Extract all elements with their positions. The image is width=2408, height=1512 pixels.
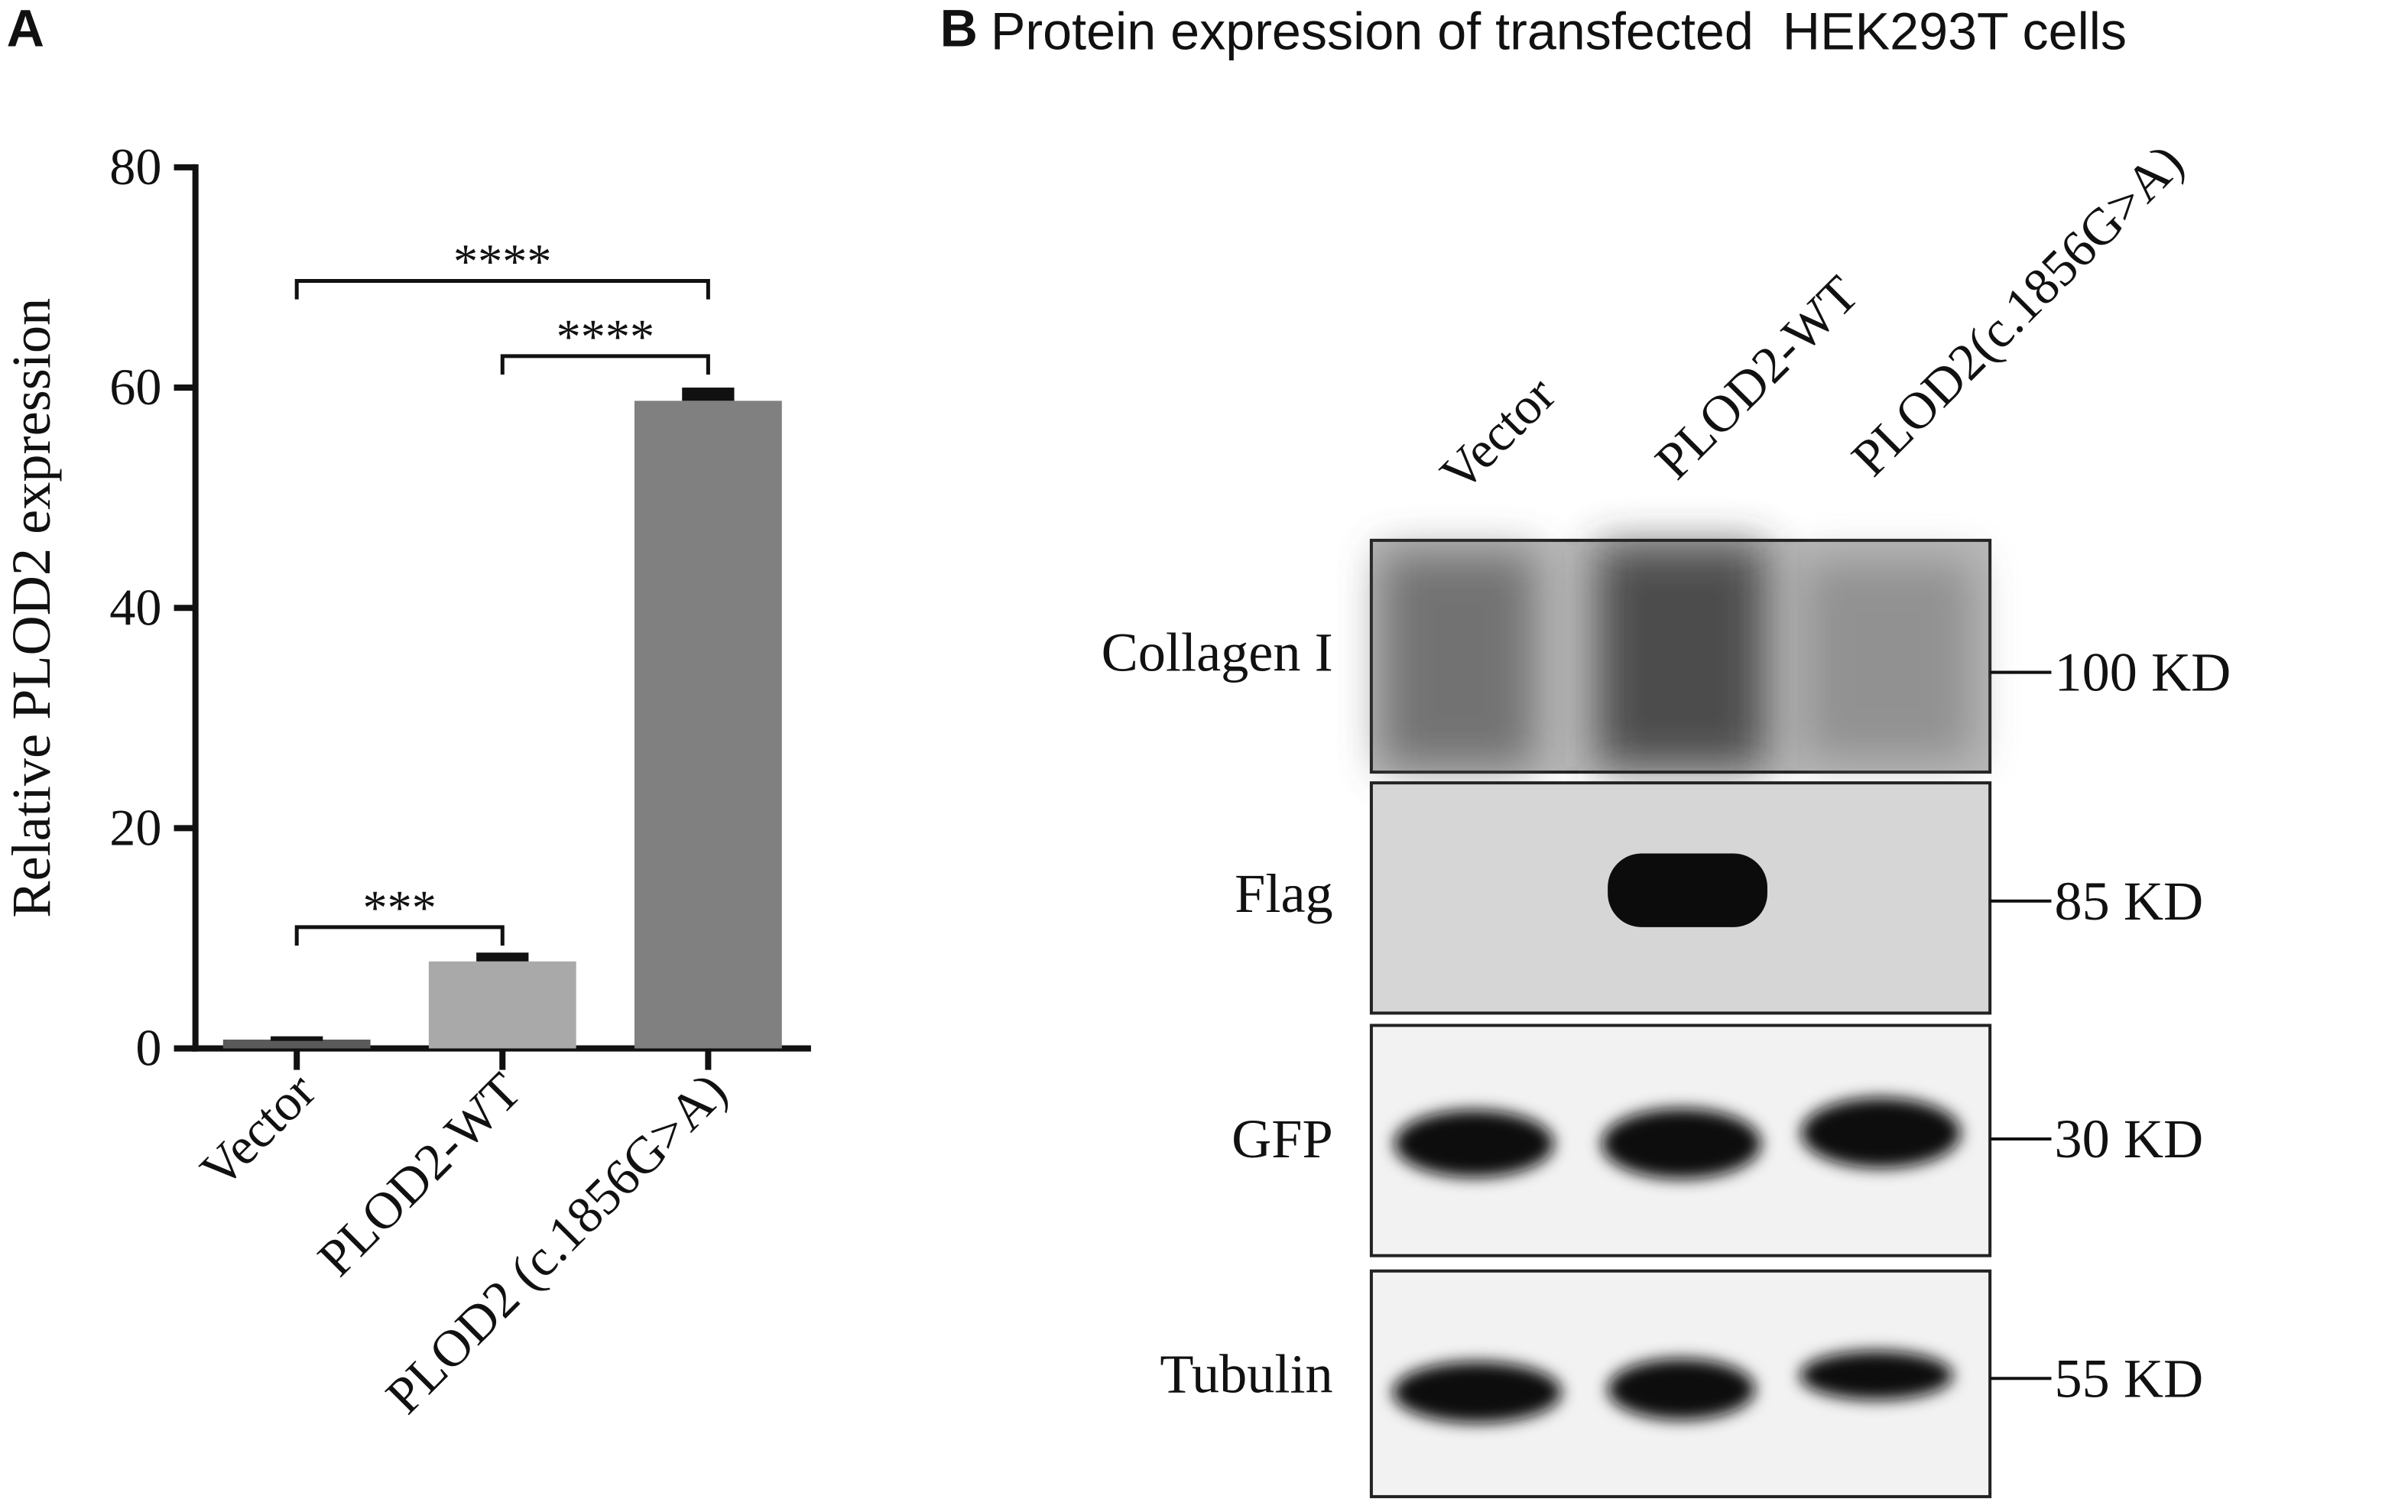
error-bar xyxy=(476,952,529,962)
x-tick-label: PLOD2 (c.1856G>A) xyxy=(375,1062,738,1425)
bracket xyxy=(294,925,505,946)
panel-label: A xyxy=(7,0,44,57)
band xyxy=(1602,1108,1761,1179)
lane-label: PLOD2-WT xyxy=(1644,264,1869,490)
error-bar xyxy=(271,1036,323,1041)
band xyxy=(1804,560,1974,761)
y-tick-label: 20 xyxy=(109,798,161,856)
y-tick-label: 60 xyxy=(109,358,161,416)
marker-size: 30 KD xyxy=(2054,1108,2203,1170)
marker-size: 85 KD xyxy=(2054,871,2203,932)
row-label: Tubulin xyxy=(1160,1343,1332,1404)
row-label: Collagen I xyxy=(1102,622,1333,683)
band xyxy=(1381,552,1536,768)
y-tick-label: 0 xyxy=(135,1019,161,1077)
panel-label: B xyxy=(940,0,978,57)
blot xyxy=(1369,538,1992,1498)
row-label: Flag xyxy=(1235,863,1333,924)
y-tick-label: 80 xyxy=(109,138,161,196)
lane-label: PLOD2(c.1856G>A) xyxy=(1840,133,2194,487)
y-tick-label: 40 xyxy=(109,578,161,636)
marker-size: 100 KD xyxy=(2054,642,2231,703)
significance: **** xyxy=(453,234,552,288)
x-tick-label: PLOD2-WT xyxy=(307,1062,532,1287)
significance: *** xyxy=(363,881,436,935)
bar xyxy=(222,1040,371,1049)
band xyxy=(1608,1358,1755,1420)
bar xyxy=(634,401,782,1049)
bar xyxy=(428,961,576,1049)
error-bar xyxy=(682,388,735,401)
significance: **** xyxy=(557,310,655,364)
bracket xyxy=(294,278,710,300)
band xyxy=(1800,1351,1953,1400)
bracket xyxy=(500,354,710,375)
x-tick-label: Vector xyxy=(189,1061,326,1199)
y-axis-label: Relative PLOD2 expression xyxy=(1,298,62,918)
band xyxy=(1392,1361,1562,1423)
marker-size: 55 KD xyxy=(2054,1348,2203,1409)
blot-title: Protein expression of transfected HEK293… xyxy=(991,2,2127,60)
band xyxy=(1801,1097,1962,1169)
row-label: GFP xyxy=(1232,1108,1333,1170)
band xyxy=(1597,544,1766,768)
band xyxy=(1608,853,1767,927)
lane-label: Vector xyxy=(1429,365,1566,502)
band xyxy=(1394,1109,1554,1178)
